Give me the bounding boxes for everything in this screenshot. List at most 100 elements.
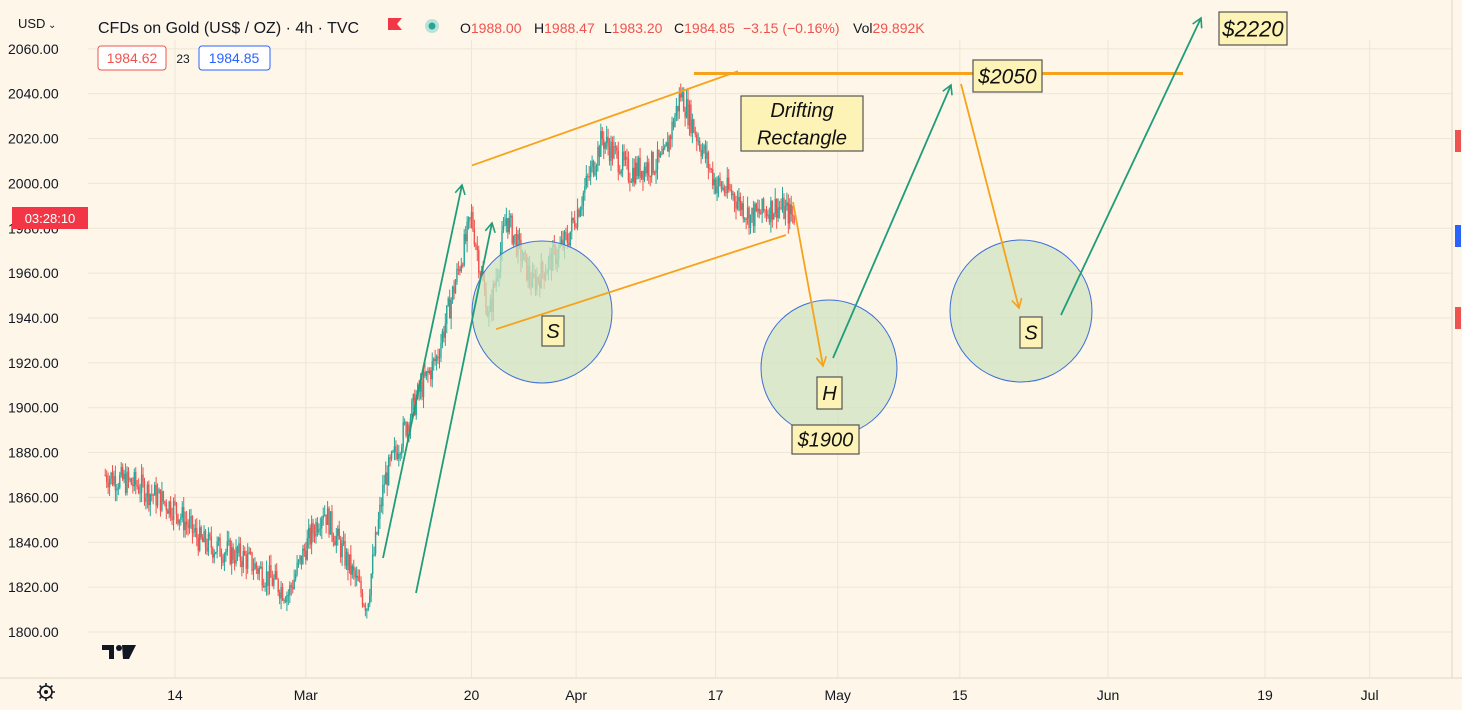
candle <box>507 218 509 239</box>
candle <box>401 443 403 459</box>
candle <box>703 143 705 154</box>
tradingview-logo-icon[interactable] <box>102 645 136 659</box>
label-drifting-rectangle[interactable]: Drifting Rectangle <box>740 95 864 152</box>
label-price-2050[interactable]: $2050 <box>972 59 1043 93</box>
candle <box>347 548 349 581</box>
y-tick-label: 1940.00 <box>8 310 59 326</box>
candle <box>789 198 791 230</box>
candle <box>108 475 111 497</box>
y-axis[interactable]: 1800.00 1820.00 1840.00 1860.00 1880.00 1900.… <box>8 0 1461 678</box>
label-s-right[interactable]: S <box>1019 316 1043 349</box>
candle <box>713 172 715 195</box>
candle <box>264 582 266 592</box>
candle <box>217 536 220 547</box>
candle <box>260 561 262 570</box>
candle <box>735 195 737 220</box>
head-shoulder-circle-left[interactable] <box>471 240 613 384</box>
candles <box>104 83 795 619</box>
candle <box>110 471 112 485</box>
x-tick-label: 17 <box>708 687 724 703</box>
candle <box>569 231 572 248</box>
rally-arrow-3[interactable] <box>832 83 953 359</box>
x-axis[interactable]: 14 Mar 20 Apr 17 May 15 Jun 19 Jul <box>0 677 1462 703</box>
candle <box>588 165 590 181</box>
label-price-2220[interactable]: $2220 <box>1218 11 1288 46</box>
chevron-down-icon[interactable]: ⌄ <box>48 20 56 31</box>
label-h[interactable]: H <box>816 376 843 410</box>
candle <box>363 603 365 608</box>
candle <box>784 199 787 226</box>
candle <box>688 100 691 136</box>
candle <box>244 546 246 556</box>
candle <box>736 190 739 211</box>
shoulder-circle-right[interactable] <box>949 239 1093 383</box>
candle <box>434 349 436 366</box>
candle <box>665 141 667 147</box>
candle <box>371 544 374 579</box>
candle <box>396 444 399 461</box>
candle <box>475 242 477 251</box>
candle <box>165 499 167 520</box>
candle <box>427 367 429 383</box>
candle <box>717 175 720 198</box>
ask-box[interactable]: 1984.85 <box>198 45 271 71</box>
candle <box>334 535 336 546</box>
candle <box>478 245 480 279</box>
candle <box>726 167 728 199</box>
candle <box>626 148 628 170</box>
bid-box[interactable]: 1984.62 <box>97 45 167 71</box>
y-tick-label: 2060.00 <box>8 41 59 57</box>
countdown-value: 03:28:10 <box>25 211 76 226</box>
candle <box>290 582 292 596</box>
rally-arrow-4[interactable] <box>1060 16 1203 316</box>
countdown-badge: 03:28:10 <box>12 207 88 229</box>
label-price-1900[interactable]: $1900 <box>791 424 860 455</box>
symbol-title[interactable]: CFDs on Gold (US$ / OZ) · 4h · TVC <box>98 20 359 37</box>
candle <box>254 557 256 570</box>
candle <box>214 551 217 555</box>
y-tick-label: 1840.00 <box>8 534 59 550</box>
candle <box>107 472 109 494</box>
candle <box>741 200 743 217</box>
bid-value: 1984.62 <box>107 50 158 66</box>
candle <box>761 198 763 224</box>
candle <box>591 155 593 173</box>
candle <box>187 519 189 536</box>
candle <box>469 216 471 229</box>
label-s-left[interactable]: S <box>541 315 565 347</box>
candle <box>659 151 662 158</box>
candle <box>733 192 736 213</box>
candle <box>235 539 237 567</box>
rally-arrow-2[interactable] <box>415 221 496 594</box>
candle <box>305 541 307 565</box>
candle <box>681 87 683 102</box>
head-circle[interactable] <box>760 299 898 437</box>
candle <box>505 207 508 233</box>
candle <box>719 172 721 187</box>
candle <box>462 262 464 269</box>
rally-arrow-1[interactable] <box>382 183 466 559</box>
candle <box>621 144 624 178</box>
candle <box>451 285 454 304</box>
candle <box>181 501 183 523</box>
settings-gear-icon[interactable] <box>37 683 55 701</box>
candle <box>421 373 423 401</box>
decline-arrow-2[interactable] <box>960 83 1023 310</box>
candle <box>610 135 612 171</box>
flag-icon[interactable] <box>388 18 402 30</box>
market-status-icon[interactable] <box>425 19 439 33</box>
candle <box>778 200 781 219</box>
channel-lower-line[interactable] <box>495 234 787 331</box>
candle <box>571 211 573 240</box>
candle <box>370 573 372 603</box>
decline-arrow-1[interactable] <box>792 201 828 368</box>
currency-label[interactable]: USD <box>18 16 45 31</box>
candle <box>770 196 772 233</box>
candle <box>133 468 136 492</box>
candle <box>578 207 580 218</box>
candle <box>201 533 204 543</box>
svg-text:$2050: $2050 <box>977 66 1037 89</box>
channel-upper-line[interactable] <box>471 70 739 167</box>
candle <box>216 536 218 559</box>
